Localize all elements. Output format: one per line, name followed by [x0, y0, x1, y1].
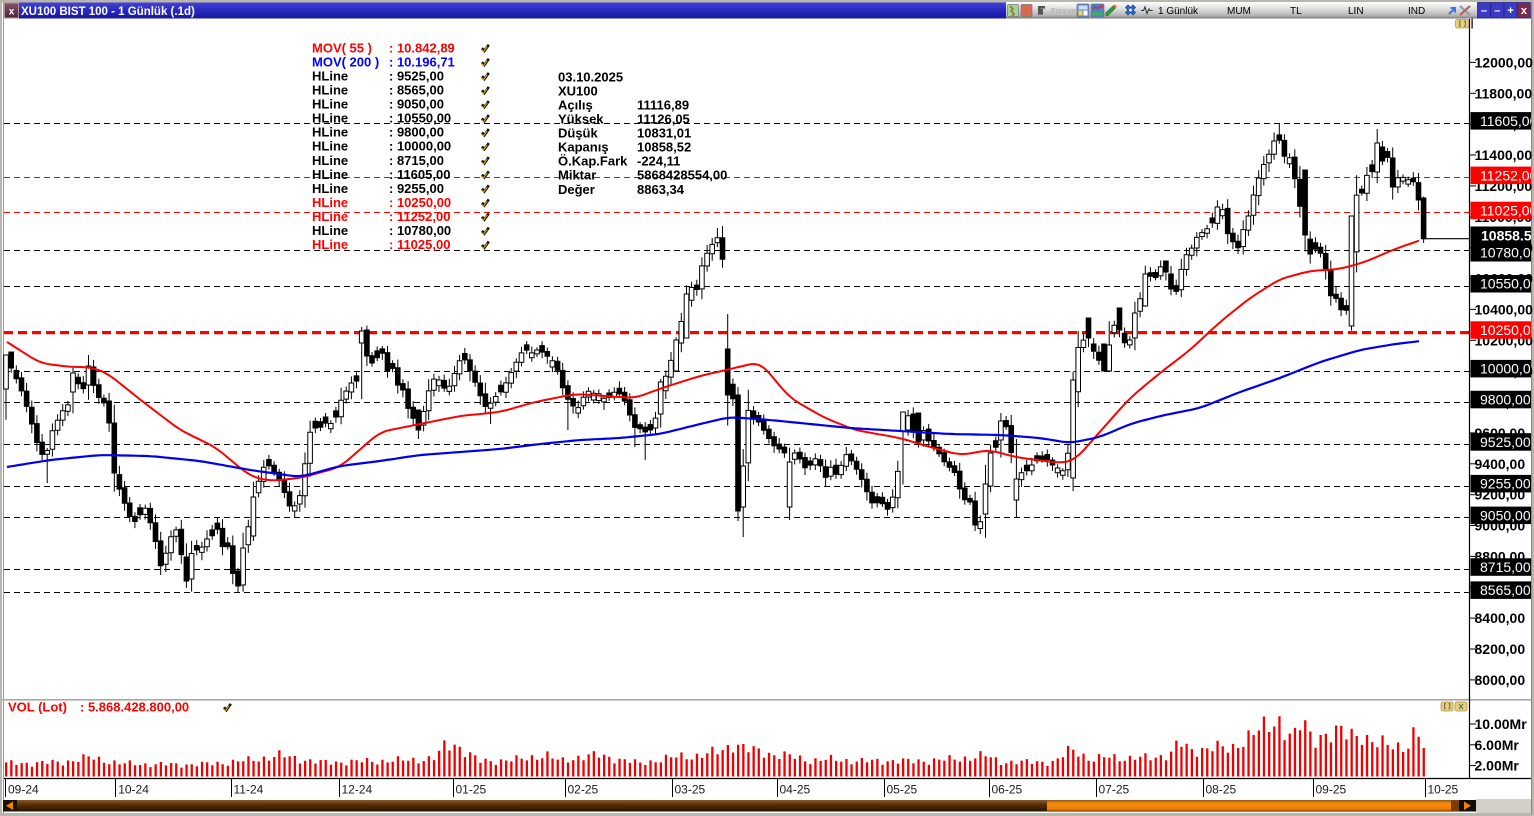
svg-text:x: x: [9, 7, 15, 18]
svg-text:: 11252,00: : 11252,00: [389, 209, 450, 224]
svg-text:: 10000,00: : 10000,00: [389, 139, 451, 154]
svg-text:: 11025,00: : 11025,00: [389, 237, 450, 252]
svg-text:: 10780,00: : 10780,00: [389, 223, 451, 238]
svg-text:Forinvest: Forinvest: [1051, 6, 1083, 15]
svg-text:9800,00: 9800,00: [1480, 392, 1531, 408]
svg-text:10550,00: 10550,00: [1480, 276, 1534, 292]
svg-text:9525,00: 9525,00: [1480, 434, 1531, 450]
svg-text:HLine: HLine: [312, 237, 348, 252]
svg-text:08-25: 08-25: [1206, 783, 1237, 797]
svg-text:: 10550,00: : 10550,00: [389, 111, 451, 126]
svg-text:TL: TL: [1290, 6, 1302, 17]
svg-text:: 11605,00: : 11605,00: [389, 167, 450, 182]
svg-text:HLine: HLine: [312, 68, 348, 83]
svg-text:-224,11: -224,11: [637, 154, 680, 169]
svg-text:Ö.Kap.Fark: Ö.Kap.Fark: [558, 154, 628, 169]
svg-text:LIN: LIN: [1348, 6, 1364, 17]
svg-text:10.00Mr: 10.00Mr: [1475, 716, 1528, 732]
svg-text:IND: IND: [1408, 6, 1425, 17]
svg-text:04-25: 04-25: [780, 783, 811, 797]
svg-text:05-25: 05-25: [887, 783, 918, 797]
svg-text:9255,00: 9255,00: [1480, 476, 1531, 492]
svg-text:–: –: [1481, 5, 1487, 17]
svg-text:07-25: 07-25: [1099, 783, 1130, 797]
svg-text:: 5.868.428.800,00: : 5.868.428.800,00: [80, 700, 189, 715]
svg-text:Açılış: Açılış: [558, 97, 593, 112]
svg-text:10858,52: 10858,52: [637, 140, 691, 155]
svg-text:: 9050,00: : 9050,00: [389, 97, 444, 112]
svg-text:MOV( 200 ): MOV( 200 ): [312, 54, 379, 69]
svg-text:6.00Mr: 6.00Mr: [1475, 737, 1520, 753]
svg-text:8715,00: 8715,00: [1480, 559, 1531, 575]
svg-text:11116,89: 11116,89: [637, 97, 689, 112]
svg-text:HLine: HLine: [312, 195, 348, 210]
svg-text:XU100: XU100: [558, 83, 598, 98]
svg-text:: 9255,00: : 9255,00: [389, 181, 444, 196]
svg-text:12-24: 12-24: [342, 783, 373, 797]
svg-text:HLine: HLine: [312, 97, 348, 112]
svg-text:Kapanış: Kapanış: [558, 140, 609, 155]
svg-text:06-25: 06-25: [992, 783, 1023, 797]
svg-text:11400,00: 11400,00: [1475, 147, 1533, 163]
svg-text:03-25: 03-25: [675, 783, 706, 797]
svg-text:HLine: HLine: [312, 209, 348, 224]
svg-text:HLine: HLine: [312, 153, 348, 168]
svg-text:Yüksek: Yüksek: [558, 112, 604, 127]
svg-text:10831,01: 10831,01: [637, 126, 691, 141]
svg-text:8565,00: 8565,00: [1480, 582, 1531, 598]
svg-text:+: +: [1507, 5, 1513, 17]
svg-text:09-25: 09-25: [1316, 783, 1347, 797]
svg-text:10-25: 10-25: [1428, 783, 1459, 797]
svg-text:8000,00: 8000,00: [1475, 672, 1526, 688]
svg-text:Değer: Değer: [558, 182, 595, 197]
svg-text:01-25: 01-25: [456, 783, 487, 797]
svg-text:10858.5: 10858.5: [1481, 228, 1532, 244]
svg-text:9400,00: 9400,00: [1475, 456, 1526, 472]
svg-text:: 10.196,71: : 10.196,71: [389, 54, 455, 69]
svg-text:: 9525,00: : 9525,00: [389, 68, 444, 83]
svg-text:8863,34: 8863,34: [637, 182, 685, 197]
svg-text:MOV( 55 ): MOV( 55 ): [312, 40, 372, 55]
svg-text:Miktar: Miktar: [558, 168, 596, 183]
svg-text:10250,00: 10250,00: [1480, 322, 1534, 338]
svg-text:12000,00: 12000,00: [1475, 54, 1534, 70]
svg-text:MUM: MUM: [1227, 6, 1251, 17]
svg-text:: 8715,00: : 8715,00: [389, 153, 444, 168]
svg-text:10400,00: 10400,00: [1475, 301, 1534, 317]
svg-text:09-24: 09-24: [8, 783, 39, 797]
svg-text:Düşük: Düşük: [558, 126, 599, 141]
svg-text:10780,00: 10780,00: [1480, 245, 1534, 261]
svg-text:–: –: [1494, 5, 1500, 17]
svg-text:: 9800,00: : 9800,00: [389, 125, 444, 140]
svg-text:8400,00: 8400,00: [1475, 610, 1526, 626]
svg-text:02-25: 02-25: [568, 783, 599, 797]
svg-text:HLine: HLine: [312, 83, 348, 98]
svg-text:11-24: 11-24: [234, 783, 264, 797]
svg-text:11252,00: 11252,00: [1480, 167, 1534, 183]
svg-text:9050,00: 9050,00: [1480, 507, 1531, 523]
svg-text:HLine: HLine: [312, 223, 348, 238]
svg-text:HLine: HLine: [312, 181, 348, 196]
svg-text:VOL (Lot): VOL (Lot): [8, 700, 67, 715]
svg-text:11605,00: 11605,00: [1480, 113, 1534, 129]
svg-text:1 Günlük: 1 Günlük: [1158, 6, 1199, 17]
svg-text:2.00Mr: 2.00Mr: [1475, 758, 1520, 774]
svg-text:XU100 BIST 100 - 1 Günlük (.1d: XU100 BIST 100 - 1 Günlük (.1d): [21, 6, 195, 18]
svg-text:03.10.2025: 03.10.2025: [558, 69, 623, 84]
svg-text:5868428554,00: 5868428554,00: [637, 168, 727, 183]
svg-text:HLine: HLine: [312, 139, 348, 154]
svg-text:: 10.842,89: : 10.842,89: [389, 40, 455, 55]
svg-text:11126,05: 11126,05: [637, 112, 690, 127]
svg-text:10000,00: 10000,00: [1480, 361, 1534, 377]
svg-text:11800,00: 11800,00: [1475, 85, 1533, 101]
svg-text:HLine: HLine: [312, 125, 348, 140]
svg-text:: 8565,00: : 8565,00: [389, 83, 444, 98]
svg-text:10-24: 10-24: [118, 783, 149, 797]
svg-text:HLine: HLine: [312, 111, 348, 126]
svg-text:HLine: HLine: [312, 167, 348, 182]
svg-text:x: x: [1521, 5, 1528, 17]
svg-text:8200,00: 8200,00: [1475, 641, 1526, 657]
svg-text:: 10250,00: : 10250,00: [389, 195, 451, 210]
svg-text:11025,00: 11025,00: [1480, 202, 1534, 218]
